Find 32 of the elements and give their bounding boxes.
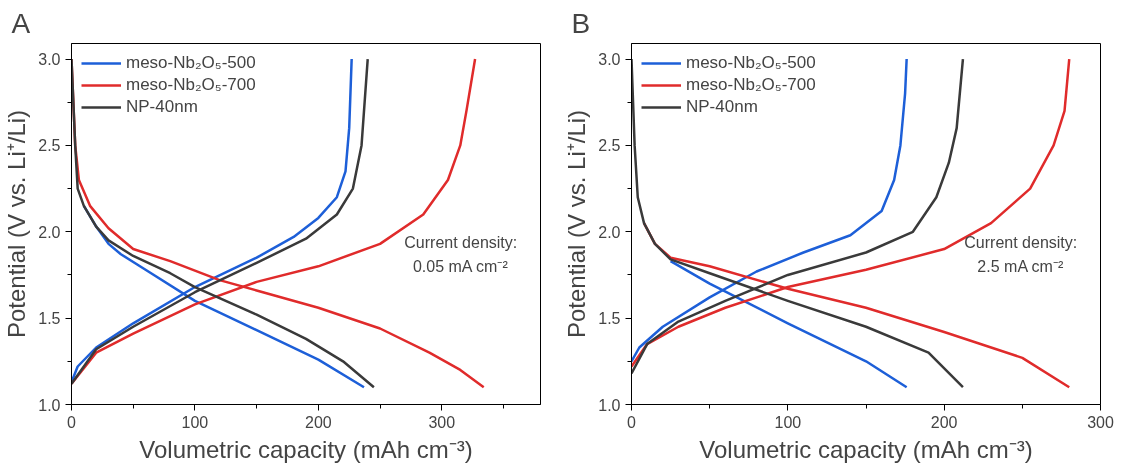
- legend-label: meso-Nb₂O₅-700: [686, 75, 816, 95]
- y-tick-label: 2.0: [38, 223, 61, 241]
- legend-label: NP-40nm: [126, 97, 198, 117]
- legend-label: meso-Nb₂O₅-500: [686, 53, 816, 73]
- x-tick-label: 300: [428, 413, 456, 431]
- y-axis-title: Potential (V vs. Li⁺/Li): [563, 109, 591, 339]
- y-tick-label: 2.0: [598, 223, 621, 241]
- chart-title: B: [571, 7, 591, 39]
- y-axis-title: Potential (V vs. Li⁺/Li): [3, 109, 31, 339]
- legend-label: meso-Nb₂O₅-700: [126, 75, 256, 95]
- y-tick-label: 1.0: [598, 396, 621, 414]
- y-tick-label: 2.5: [38, 137, 61, 155]
- x-tick-label: 0: [67, 413, 77, 431]
- legend-label: meso-Nb₂O₅-500: [126, 53, 256, 73]
- legend-label: NP-40nm: [686, 97, 758, 117]
- y-tick-label: 2.5: [598, 137, 621, 155]
- y-tick-label: 1.0: [38, 396, 61, 414]
- x-tick-label: 0: [627, 413, 637, 431]
- x-tick-label: 100: [181, 413, 209, 431]
- y-tick-label: 3.0: [598, 51, 621, 69]
- x-tick-label: 300: [1087, 413, 1114, 431]
- x-tick-label: 200: [304, 413, 332, 431]
- annotation: Current density: 2.5 mA cm⁻²: [964, 233, 1078, 275]
- annotation: Current density: 0.05 mA cm⁻²: [404, 233, 518, 275]
- y-tick-label: 3.0: [38, 51, 61, 69]
- chart-title: A: [11, 7, 31, 39]
- y-tick-label: 1.5: [38, 310, 61, 328]
- x-tick-label: 200: [930, 413, 958, 431]
- x-tick-label: 100: [774, 413, 802, 431]
- x-axis-title: Volumetric capacity (mAh cm⁻³): [699, 435, 1033, 463]
- y-tick-label: 1.5: [598, 310, 621, 328]
- x-axis-title: Volumetric capacity (mAh cm⁻³): [139, 435, 473, 463]
